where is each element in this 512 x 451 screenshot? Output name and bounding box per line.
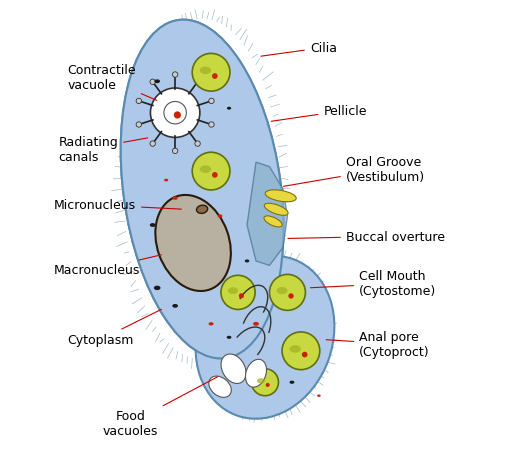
Circle shape [209,99,214,104]
Text: Buccal overture: Buccal overture [288,230,445,243]
Ellipse shape [200,166,211,174]
Circle shape [195,80,200,85]
Circle shape [239,294,244,299]
Circle shape [221,276,255,310]
Ellipse shape [265,190,296,202]
Circle shape [212,74,218,80]
Ellipse shape [227,336,231,339]
Circle shape [150,142,155,147]
Ellipse shape [154,80,160,84]
Circle shape [151,89,200,138]
Ellipse shape [208,322,214,326]
Text: Radiating
canals: Radiating canals [58,135,147,163]
Text: Contractile
vacuole: Contractile vacuole [67,64,157,101]
Ellipse shape [121,21,284,359]
Ellipse shape [209,376,231,397]
Text: Oral Groove
(Vestibulum): Oral Groove (Vestibulum) [284,156,425,187]
Ellipse shape [200,68,211,75]
Circle shape [288,294,294,299]
Circle shape [136,123,141,128]
Ellipse shape [173,304,178,308]
Text: Cilia: Cilia [261,42,337,57]
Text: Macronucleus: Macronucleus [54,255,161,277]
Ellipse shape [264,204,288,216]
Ellipse shape [173,197,178,200]
Ellipse shape [257,378,265,384]
Ellipse shape [289,381,294,384]
Ellipse shape [121,21,284,359]
Ellipse shape [221,354,246,384]
Circle shape [150,80,155,85]
Text: Cytoplasm: Cytoplasm [67,310,161,346]
Circle shape [302,352,308,358]
Circle shape [251,369,279,396]
Ellipse shape [228,288,238,295]
Ellipse shape [245,359,267,387]
Ellipse shape [196,256,334,419]
Ellipse shape [253,322,259,326]
Ellipse shape [154,286,160,290]
Ellipse shape [290,345,301,353]
Circle shape [195,142,200,147]
Ellipse shape [150,224,156,227]
Circle shape [192,54,230,92]
Circle shape [174,112,181,119]
Circle shape [192,153,230,190]
Ellipse shape [218,215,222,218]
Circle shape [136,99,141,104]
Text: Micronucleus: Micronucleus [54,199,181,212]
Polygon shape [247,163,287,266]
Ellipse shape [197,206,208,214]
Circle shape [282,332,320,370]
Text: Anal pore
(Cytoproct): Anal pore (Cytoproct) [326,330,430,358]
Text: Pellicle: Pellicle [271,105,367,122]
Ellipse shape [317,395,321,397]
Ellipse shape [245,260,249,263]
Text: Cell Mouth
(Cytostome): Cell Mouth (Cytostome) [310,270,437,298]
Circle shape [266,383,270,387]
Circle shape [164,102,186,124]
Ellipse shape [155,195,231,291]
Circle shape [173,149,178,154]
Circle shape [269,275,306,311]
Circle shape [173,73,178,78]
Ellipse shape [276,287,287,295]
Ellipse shape [264,216,282,227]
Circle shape [212,173,218,178]
Circle shape [209,123,214,128]
Ellipse shape [164,179,168,182]
Text: Food
vacuoles: Food vacuoles [102,377,218,437]
Ellipse shape [227,107,231,110]
